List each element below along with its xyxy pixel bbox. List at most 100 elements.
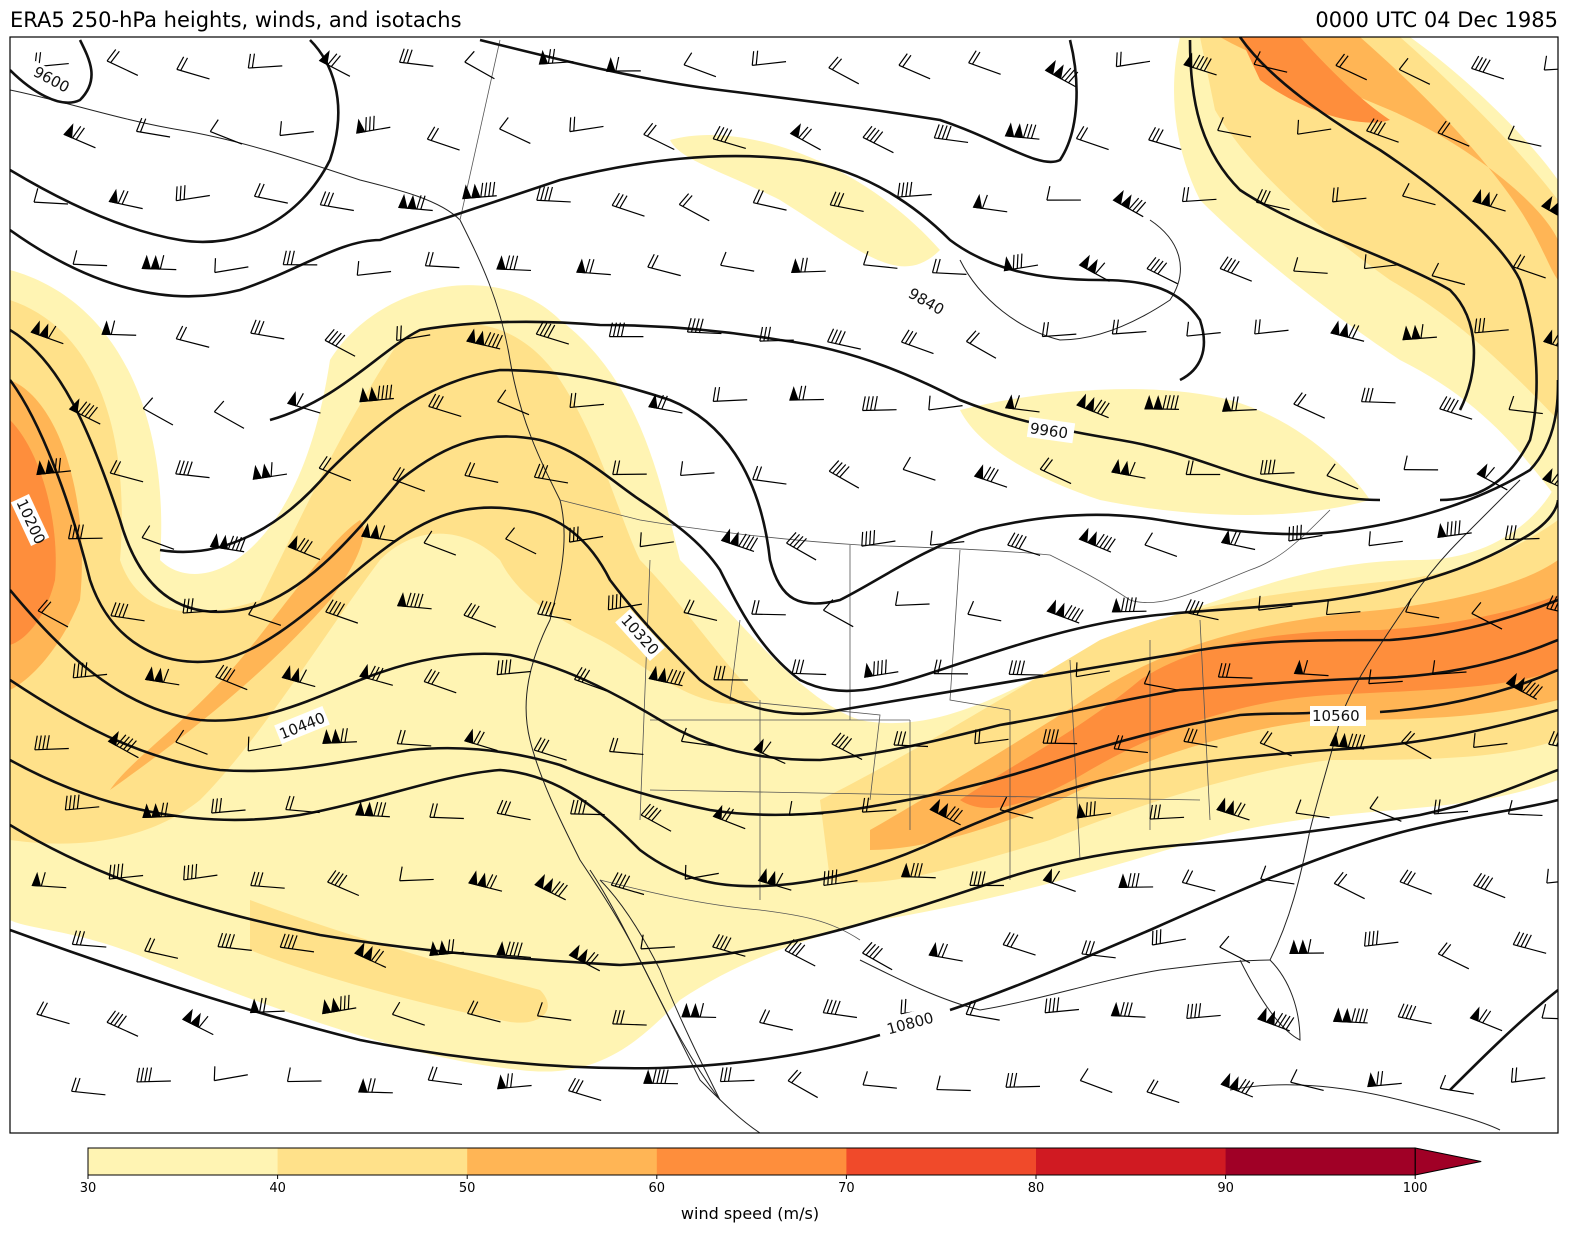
wind-barb bbox=[712, 125, 746, 150]
wind-barb bbox=[1332, 1007, 1368, 1024]
wind-barb bbox=[108, 188, 143, 210]
wind-barb bbox=[647, 254, 681, 277]
wind-barb bbox=[759, 326, 794, 342]
wind-barb bbox=[1004, 394, 1040, 413]
wind-barb bbox=[759, 1009, 793, 1031]
wind-barb bbox=[1258, 595, 1293, 611]
wind-barb bbox=[1046, 599, 1084, 624]
wind-barb bbox=[683, 599, 718, 622]
wind-barb bbox=[967, 600, 1002, 622]
wind-barb bbox=[183, 863, 218, 881]
wind-barb bbox=[1504, 525, 1540, 541]
wind-barb bbox=[713, 665, 748, 681]
wind-barb bbox=[680, 727, 716, 747]
wind-barb bbox=[1469, 1006, 1503, 1032]
wind-barb bbox=[1293, 392, 1325, 419]
wind-barb bbox=[570, 799, 605, 816]
contour-10080 bbox=[159, 368, 1558, 605]
wind-barb bbox=[72, 250, 108, 267]
wind-barb bbox=[136, 1067, 171, 1083]
wind-barb bbox=[318, 50, 351, 77]
wind-barb bbox=[327, 870, 360, 897]
wind-barb bbox=[605, 56, 641, 72]
wind-barb bbox=[1401, 730, 1432, 760]
wind-barb bbox=[496, 799, 531, 821]
wind-barb bbox=[423, 530, 457, 556]
wind-barb bbox=[1078, 254, 1110, 282]
wind-barb bbox=[862, 941, 893, 971]
wind-barb bbox=[496, 255, 532, 272]
wind-barb bbox=[894, 591, 930, 607]
colorbar bbox=[87, 1147, 1482, 1179]
wind-barb bbox=[610, 872, 645, 896]
wind-barb bbox=[1039, 457, 1072, 485]
contour-10560-a bbox=[10, 678, 1321, 817]
isotach-40-band-ne bbox=[1200, 37, 1558, 420]
wind-barb bbox=[1368, 531, 1403, 547]
wind-barb bbox=[429, 939, 464, 956]
alaska-coastline bbox=[10, 89, 461, 221]
wind-barb bbox=[286, 391, 321, 414]
wind-barb bbox=[396, 592, 432, 610]
wind-barb bbox=[1111, 459, 1146, 479]
colorbar-segment bbox=[846, 1148, 1037, 1175]
wind-barb bbox=[1217, 117, 1252, 138]
wind-barb bbox=[928, 942, 963, 962]
wind-barb bbox=[468, 870, 503, 892]
map-title: ERA5 250-hPa heights, winds, and isotach… bbox=[10, 8, 462, 32]
wind-barb bbox=[321, 994, 357, 1015]
wind-barb bbox=[643, 1069, 678, 1085]
wind-barb bbox=[1151, 929, 1186, 946]
wind-barb bbox=[499, 117, 531, 144]
contour-9600 bbox=[10, 39, 93, 104]
wind-barb bbox=[464, 462, 499, 483]
wind-barb bbox=[1289, 939, 1324, 954]
wind-barb bbox=[287, 535, 321, 561]
wind-barb bbox=[396, 729, 432, 747]
colorbar-extend-arrow bbox=[1414, 1147, 1482, 1176]
wind-barb bbox=[424, 251, 460, 269]
wind-barb bbox=[712, 934, 746, 957]
wind-barb bbox=[63, 123, 96, 149]
wind-barb bbox=[322, 728, 357, 744]
wind-barb bbox=[325, 599, 359, 624]
wind-barb bbox=[828, 460, 860, 489]
wind-barb bbox=[463, 728, 498, 752]
wind-barb bbox=[1398, 57, 1431, 85]
wind-barb bbox=[497, 389, 530, 416]
wind-barb bbox=[496, 659, 532, 676]
wind-barb bbox=[823, 869, 858, 887]
wind-barb bbox=[399, 866, 434, 882]
wind-barb bbox=[1439, 1074, 1474, 1095]
wind-barb bbox=[356, 115, 391, 134]
wind-barb bbox=[1149, 804, 1185, 820]
isotach-50-band-sw bbox=[110, 520, 364, 790]
contour-10560-b bbox=[1379, 668, 1558, 714]
wind-barb bbox=[1110, 1001, 1146, 1018]
wind-barb bbox=[1363, 930, 1399, 947]
wind-barb bbox=[175, 460, 210, 479]
wind-barb bbox=[109, 460, 144, 483]
wind-barb bbox=[423, 669, 457, 694]
contour-label-9840: 9840 bbox=[905, 284, 947, 319]
wind-barb bbox=[929, 530, 965, 546]
wind-barb bbox=[612, 1009, 647, 1026]
wind-barb bbox=[175, 729, 208, 755]
wind-barb bbox=[357, 1078, 393, 1094]
wind-barb bbox=[931, 258, 967, 275]
wind-barb bbox=[396, 325, 431, 342]
wind-barb bbox=[1366, 118, 1399, 143]
wind-barb bbox=[1295, 799, 1330, 819]
baja-coastline bbox=[589, 869, 721, 1101]
wind-barb bbox=[467, 1000, 501, 1023]
wind-barb bbox=[496, 941, 532, 959]
wind-barb bbox=[712, 804, 746, 830]
wind-barb bbox=[142, 802, 178, 819]
wind-barb bbox=[1254, 319, 1289, 335]
wind-barb bbox=[1290, 1069, 1324, 1092]
wind-barb bbox=[861, 530, 896, 547]
wind-barb bbox=[1255, 189, 1290, 211]
wind-barb bbox=[250, 871, 285, 889]
wind-barb bbox=[1363, 254, 1399, 270]
wind-barb bbox=[828, 56, 860, 85]
